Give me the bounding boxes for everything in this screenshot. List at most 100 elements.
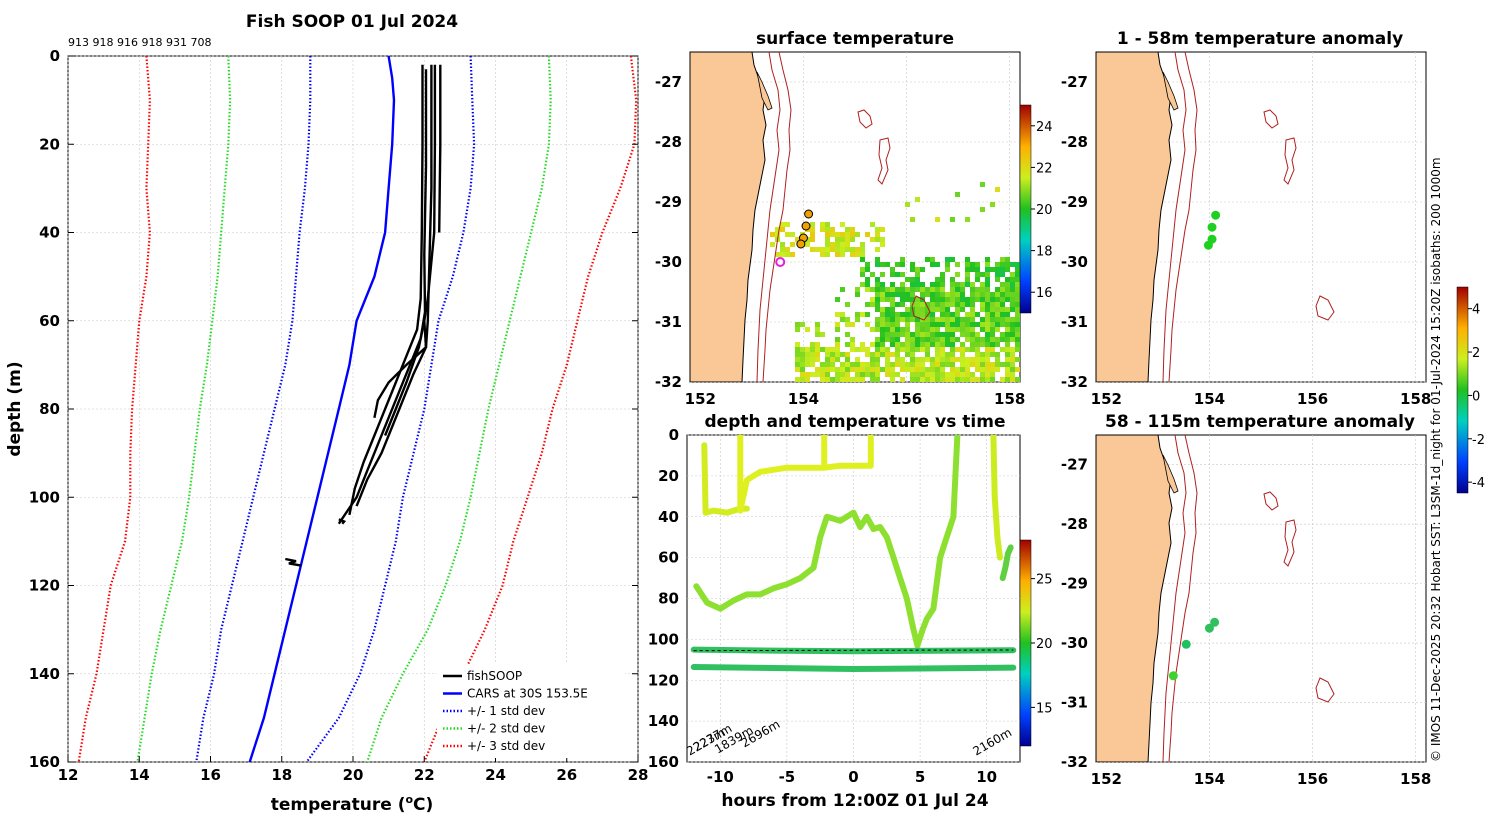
sst-cell — [930, 337, 935, 342]
sst-cell — [965, 332, 970, 337]
sst-cell — [1015, 307, 1020, 312]
sst-cell — [980, 287, 985, 292]
sst-cell — [800, 377, 805, 382]
anomaly2-panel: 58 - 115m temperature anomaly 152 154 156 1… — [1061, 286, 1485, 788]
sst-cell — [850, 247, 855, 252]
sst-cell — [1000, 287, 1005, 292]
profile-ylabel: depth (m) — [5, 361, 25, 456]
sst-cell — [865, 372, 870, 377]
anomaly1-ytick-label: -29 — [1061, 193, 1088, 211]
sst-cell — [920, 372, 925, 377]
sst-cell — [965, 272, 970, 277]
sst-cell — [795, 377, 800, 382]
sst-cell — [980, 322, 985, 327]
sst-cell — [1005, 257, 1010, 262]
anomaly2-coastline — [1096, 435, 1335, 762]
sst-cell — [980, 377, 985, 382]
profile-ytick-label: 140 — [29, 665, 60, 683]
sst-cell — [935, 357, 940, 362]
sst-cell — [850, 237, 855, 242]
profile-xtick-label: 28 — [628, 766, 649, 784]
sst-cell — [945, 312, 950, 317]
sst-cell — [845, 317, 850, 322]
sst-cell — [790, 242, 795, 247]
sst-cell — [1010, 297, 1015, 302]
sst-cell — [985, 377, 990, 382]
sst-cell — [1005, 352, 1010, 357]
sst-cell — [900, 257, 905, 262]
sst-cell — [1010, 282, 1015, 287]
sst-cell — [940, 367, 945, 372]
sst-cell — [885, 312, 890, 317]
sst-cell — [795, 237, 800, 242]
anomaly1-point — [1211, 210, 1221, 220]
sst-cell — [965, 297, 970, 302]
sst-cell — [955, 347, 960, 352]
sst-cell — [985, 327, 990, 332]
sst-cell — [970, 287, 975, 292]
time-track-line-F — [990, 435, 1003, 561]
sst-cell — [930, 322, 935, 327]
sst-cell — [840, 232, 845, 237]
sst-cell — [980, 272, 985, 277]
sst-cell — [905, 312, 910, 317]
sst-cell — [770, 232, 775, 237]
profile-line-fishsoop-8 — [285, 557, 302, 567]
sst-ytick-label: -29 — [655, 193, 682, 211]
sst-cell — [985, 282, 990, 287]
sst-cell — [875, 317, 880, 322]
sst-cell — [935, 327, 940, 332]
sst-cell — [805, 327, 810, 332]
sst-cell — [1015, 337, 1020, 342]
sst-cell — [1010, 277, 1015, 282]
sst-cell — [835, 367, 840, 372]
sst-cell — [910, 377, 915, 382]
sst-cell — [835, 352, 840, 357]
sst-cell — [965, 302, 970, 307]
sst-cell — [980, 352, 985, 357]
sst-cell — [985, 287, 990, 292]
profile-series — [77, 56, 638, 762]
sst-ticks: 152 154 156 158 -27 -28 -29 -30 -31 -32 — [655, 73, 1025, 408]
anomaly-colorbar-label: 4 — [1472, 303, 1480, 318]
sst-cell — [920, 377, 925, 382]
sst-cell — [895, 317, 900, 322]
sst-cell — [830, 242, 835, 247]
sst-cell — [950, 317, 955, 322]
sst-cell — [965, 337, 970, 342]
sst-cell — [995, 367, 1000, 372]
sst-cell — [815, 322, 820, 327]
sst-cell — [865, 302, 870, 307]
sst-cell — [865, 312, 870, 317]
sst-cell — [965, 257, 970, 262]
sst-cell — [770, 242, 775, 247]
sst-cell — [810, 352, 815, 357]
sst-cell — [860, 267, 865, 272]
sst-cell — [925, 367, 930, 372]
sst-cell — [985, 262, 990, 267]
sst-cell — [860, 247, 865, 252]
sst-cell — [965, 317, 970, 322]
sst-cell — [995, 317, 1000, 322]
anomaly2-title: 58 - 115m temperature anomaly — [1105, 412, 1415, 432]
sst-cell — [1005, 292, 1010, 297]
sst-cell — [905, 202, 910, 207]
sst-cell — [915, 377, 920, 382]
anomaly-colorbar-label: -4 — [1472, 476, 1485, 491]
sst-cell — [940, 312, 945, 317]
sst-cell — [1005, 282, 1010, 287]
sst-cell — [905, 342, 910, 347]
sst-cell — [890, 342, 895, 347]
sst-cell — [995, 352, 1000, 357]
sst-cell — [845, 232, 850, 237]
sst-cell — [1010, 372, 1015, 377]
sst-cell — [990, 292, 995, 297]
sst-cell — [910, 267, 915, 272]
time-ytick-label: 40 — [658, 508, 679, 526]
sst-cell — [840, 247, 845, 252]
sst-cell — [965, 362, 970, 367]
sst-cell — [990, 342, 995, 347]
sst-cell — [875, 282, 880, 287]
sst-cell — [880, 307, 885, 312]
sst-xtick-label: 152 — [685, 390, 716, 408]
